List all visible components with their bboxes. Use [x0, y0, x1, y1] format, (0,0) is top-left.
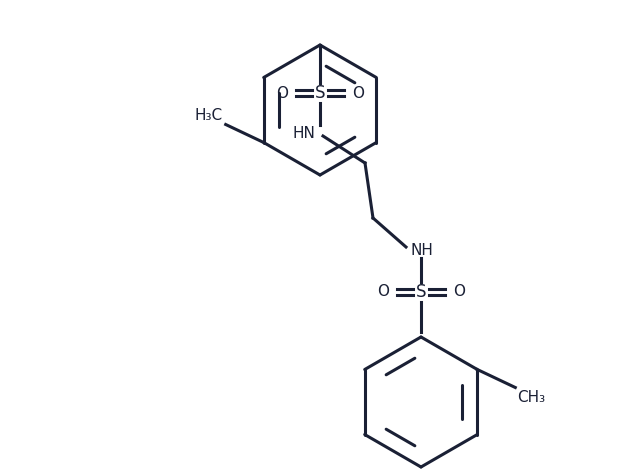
Text: H₃C: H₃C [195, 108, 223, 123]
Text: O: O [276, 86, 288, 101]
Text: O: O [453, 284, 465, 299]
Text: O: O [352, 86, 364, 101]
Text: S: S [416, 283, 426, 301]
Text: O: O [377, 284, 389, 299]
Text: CH₃: CH₃ [517, 391, 545, 406]
Text: HN: HN [292, 125, 315, 141]
Text: NH: NH [411, 243, 434, 258]
Text: S: S [315, 84, 325, 102]
